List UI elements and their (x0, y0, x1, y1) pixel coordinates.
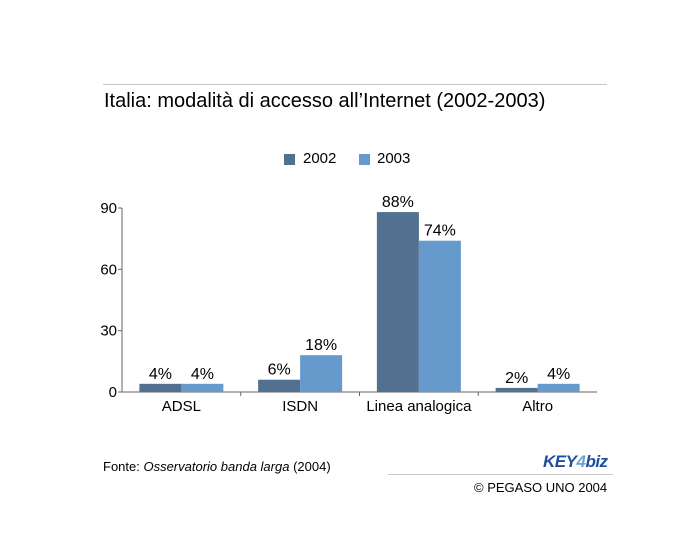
bar-2002-2 (377, 212, 419, 392)
bottom-rule (388, 474, 613, 475)
data-label-2003-1: 18% (305, 337, 337, 354)
source-name: Osservatorio banda larga (143, 459, 289, 474)
data-label-2002-2: 88% (382, 194, 414, 211)
data-label-2002-0: 4% (149, 366, 172, 383)
logo-biz: biz (585, 452, 607, 471)
y-tick-label: 30 (100, 323, 117, 340)
source-note: Fonte: Osservatorio banda larga (2004) (103, 459, 331, 474)
bar-2003-2 (419, 241, 461, 392)
source-suffix: (2004) (289, 459, 330, 474)
x-category-label: ADSL (162, 398, 201, 415)
x-category-label: Altro (522, 398, 553, 415)
data-label-2003-0: 4% (191, 366, 214, 383)
y-tick-label: 60 (100, 261, 117, 278)
data-label-2002-3: 2% (505, 370, 528, 387)
logo-key: KEY (543, 452, 576, 471)
key4biz-logo: KEY4biz (543, 452, 608, 472)
copyright: © PEGASO UNO 2004 (474, 480, 607, 495)
bar-2002-1 (258, 380, 300, 392)
bar-2003-0 (181, 384, 223, 392)
data-label-2003-3: 4% (547, 366, 570, 383)
x-category-label: ISDN (282, 398, 318, 415)
bar-2002-0 (139, 384, 181, 392)
bar-2002-3 (496, 388, 538, 392)
data-label-2002-1: 6% (268, 362, 291, 379)
bar-2003-1 (300, 355, 342, 392)
bar-2003-3 (538, 384, 580, 392)
source-prefix: Fonte: (103, 459, 143, 474)
y-tick-label: 90 (100, 200, 117, 217)
y-tick-label: 0 (109, 384, 117, 401)
x-category-label: Linea analogica (366, 398, 472, 415)
data-label-2003-2: 74% (424, 223, 456, 240)
